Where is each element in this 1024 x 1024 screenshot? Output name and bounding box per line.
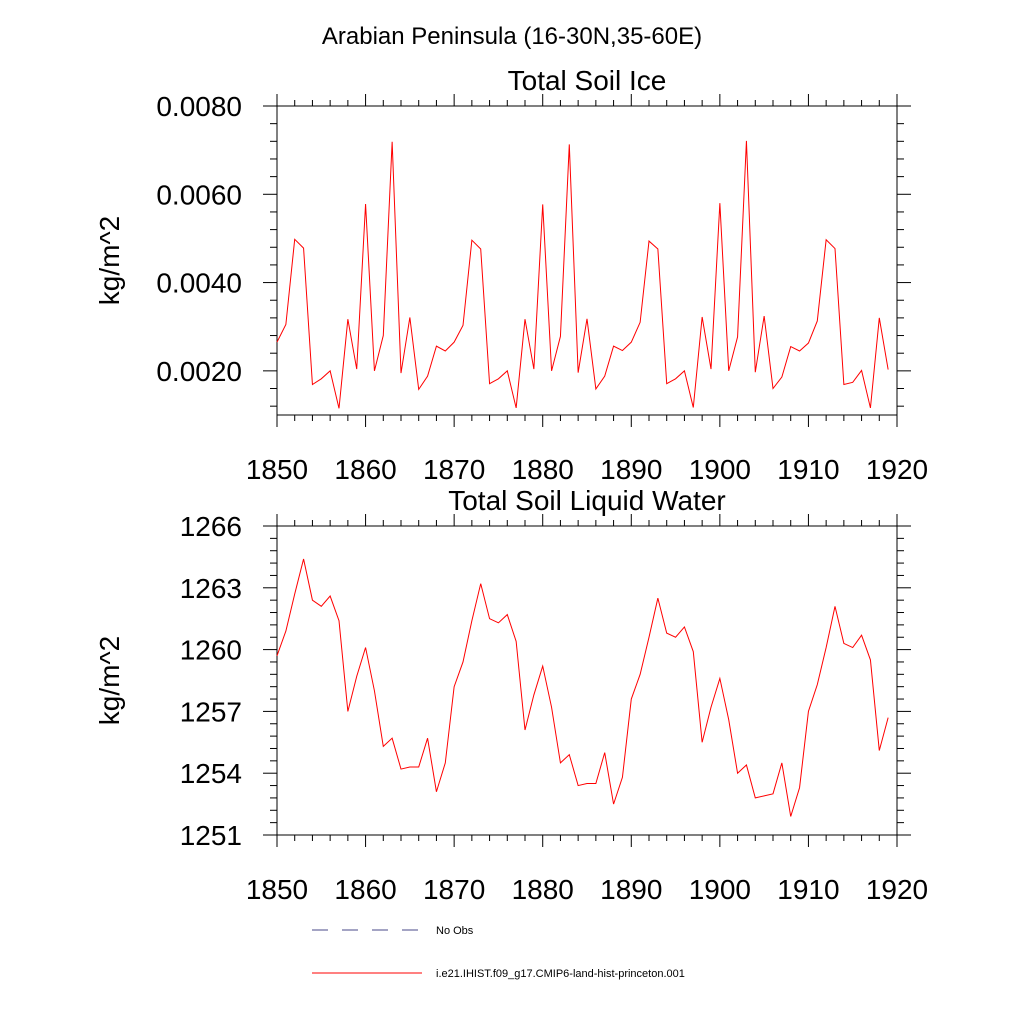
x-tick-label: 1920 xyxy=(866,874,928,905)
y-axis-label: kg/m^2 xyxy=(94,216,125,305)
y-tick-label: 0.0060 xyxy=(156,179,242,210)
x-tick-label: 1890 xyxy=(600,454,662,485)
series-line xyxy=(276,558,889,817)
x-tick-label: 1860 xyxy=(334,454,396,485)
x-tick-label: 1900 xyxy=(689,454,751,485)
x-tick-label: 1850 xyxy=(246,454,308,485)
x-tick-label: 1900 xyxy=(689,874,751,905)
x-tick-label: 1880 xyxy=(512,454,574,485)
plot-frame xyxy=(276,105,898,416)
x-tick-label: 1860 xyxy=(334,874,396,905)
chart-panel-total-soil-ice: Total Soil Ice kg/m^2 1850 1860 1870 1880 1890… xyxy=(94,65,928,485)
legend-label-model: i.e21.IHIST.f09_g17.CMIP6-land-hist-prin… xyxy=(436,968,685,980)
chart-title: Total Soil Ice xyxy=(508,65,667,96)
x-tick-label: 1870 xyxy=(423,454,485,485)
y-tick-label: 1257 xyxy=(180,696,242,727)
y-tick-label: 1263 xyxy=(180,573,242,604)
legend-label-no-obs: No Obs xyxy=(436,925,474,937)
legend: No Obs i.e21.IHIST.f09_g17.CMIP6-land-hi… xyxy=(312,925,685,980)
chart-panel-total-soil-liquid-water: Total Soil Liquid Water kg/m^2 1850 1860 187… xyxy=(94,485,928,905)
y-tick-label: 0.0040 xyxy=(156,268,242,299)
plot-frame xyxy=(276,525,898,836)
y-tick-label: 1266 xyxy=(180,511,242,542)
y-tick-label: 0.0080 xyxy=(156,91,242,122)
y-tick-label: 1254 xyxy=(180,758,242,789)
x-tick-label: 1880 xyxy=(512,874,574,905)
x-tick-label: 1910 xyxy=(777,454,839,485)
x-tick-label: 1870 xyxy=(423,874,485,905)
figure-title: Arabian Peninsula (16-30N,35-60E) xyxy=(322,23,702,50)
x-tick-label: 1890 xyxy=(600,874,662,905)
y-tick-label: 0.0020 xyxy=(156,356,242,387)
y-tick-label: 1260 xyxy=(180,635,242,666)
x-tick-label: 1910 xyxy=(777,874,839,905)
x-tick-label: 1850 xyxy=(246,874,308,905)
chart-title: Total Soil Liquid Water xyxy=(448,485,726,516)
series-line xyxy=(276,140,889,409)
y-axis-label: kg/m^2 xyxy=(94,636,125,725)
y-tick-label: 1251 xyxy=(180,820,242,851)
x-tick-label: 1920 xyxy=(866,454,928,485)
